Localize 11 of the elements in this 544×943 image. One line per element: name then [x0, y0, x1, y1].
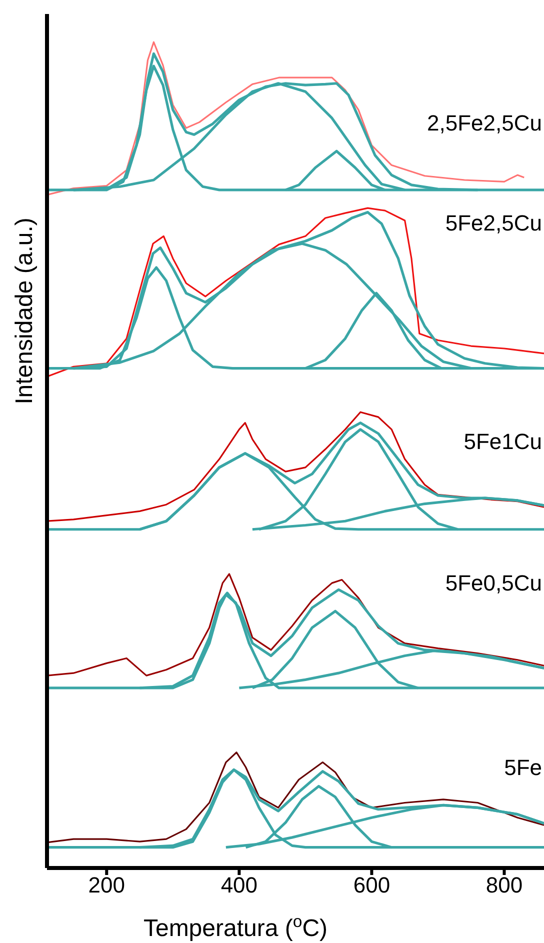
- series-label: 5Fe: [504, 755, 542, 780]
- x-tick-label: 200: [88, 872, 125, 898]
- series-label: 5Fe1Cu: [464, 429, 542, 454]
- series-label: 5Fe2,5Cu: [445, 210, 542, 236]
- x-tick-label: 600: [353, 872, 390, 898]
- y-axis-title: Intensidade (a.u.): [10, 218, 38, 404]
- x-axis-title: Temperatura ($^{o}$C): [143, 912, 328, 942]
- text: 5Fe0,5Cu: [445, 570, 542, 596]
- x-tick-label: 800: [486, 872, 523, 898]
- x-tick-label: 400: [220, 872, 258, 898]
- series-label: 2,5Fe2,5Cu: [427, 110, 542, 136]
